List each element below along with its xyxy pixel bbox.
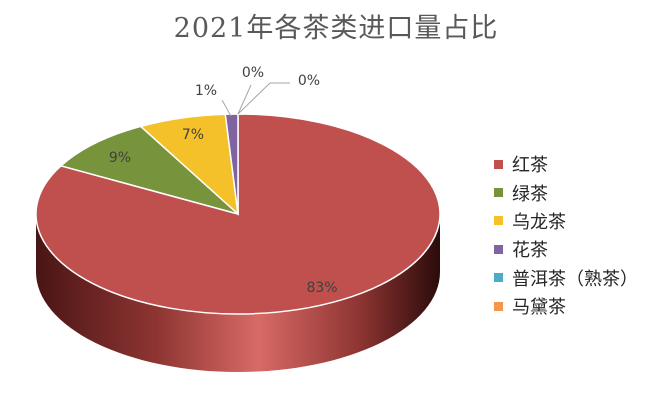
legend-item-3: 乌龙茶 [494, 207, 638, 235]
legend-label: 红茶 [512, 155, 548, 177]
legend-swatch [494, 244, 503, 254]
data-label-4: 1% [195, 83, 217, 99]
data-label-3: 7% [182, 127, 204, 143]
chart-legend: 红茶绿茶乌龙茶花茶普洱茶（熟茶） 马黛茶 [494, 150, 638, 320]
leader-line-5 [237, 84, 252, 115]
legend-swatch [494, 188, 503, 198]
pie-data-labels: 83% 9% 7% 1% 0% 0% [109, 65, 338, 296]
legend-item-6: 马黛茶 [494, 292, 638, 320]
leader-line-4 [221, 99, 232, 117]
pie-side-wall [36, 214, 440, 372]
legend-label: 普洱茶（熟茶） [512, 268, 638, 290]
legend-item-1: 红茶 [494, 150, 638, 178]
data-label-2: 9% [109, 150, 131, 166]
data-label-6: 0% [298, 73, 320, 89]
legend-swatch [494, 216, 503, 226]
legend-label: 绿茶 [512, 183, 548, 205]
legend-label: 乌龙茶 [512, 211, 566, 233]
legend-item-2: 绿茶 [494, 178, 638, 206]
legend-swatch [494, 159, 503, 169]
chart-title: 2021年各茶类进口量占比 [173, 13, 499, 44]
legend-swatch [494, 301, 503, 311]
data-label-1: 83% [306, 280, 337, 296]
legend-swatch [494, 273, 503, 283]
pie-slice-2 [59, 125, 239, 215]
data-label-5: 0% [242, 65, 264, 81]
pie-slice-4 [224, 113, 239, 215]
pie-slices [35, 113, 441, 315]
pie-leader-lines [221, 82, 290, 117]
legend-item-5: 普洱茶（熟茶） [494, 264, 638, 292]
legend-label: 花茶 [512, 240, 548, 262]
pie-3d-side [36, 214, 440, 372]
legend-label: 马黛茶 [512, 297, 566, 319]
leader-line-6 [237, 82, 290, 115]
legend-item-4: 花茶 [494, 235, 638, 263]
